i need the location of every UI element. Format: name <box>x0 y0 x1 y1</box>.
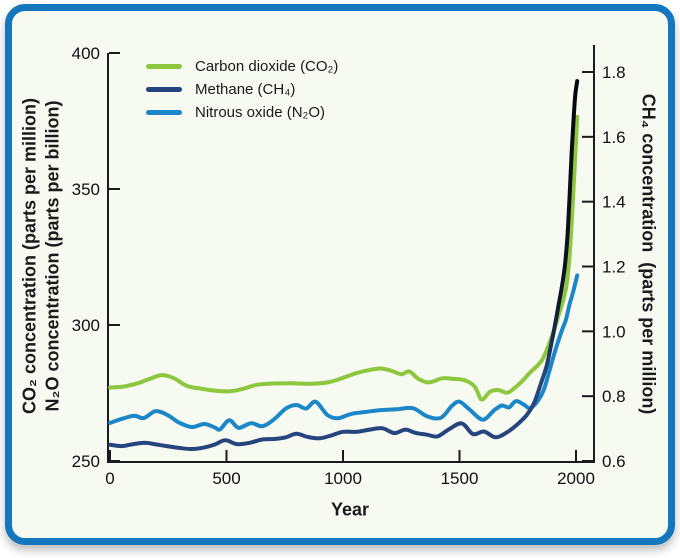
n2o-line <box>108 273 580 432</box>
left-axis-tick-label: 300 <box>72 316 100 335</box>
right-axis-tick-label: 0.6 <box>602 452 626 471</box>
co2-swatch-icon <box>146 63 182 69</box>
left-axis-tick-label: 250 <box>72 452 100 471</box>
chart-legend: Carbon dioxide (CO₂) Methane (CH₄) Nitro… <box>146 57 338 121</box>
ch4-line <box>108 79 580 452</box>
legend-item-co2: Carbon dioxide (CO₂) <box>146 57 338 75</box>
left-axis-tick-label: 350 <box>72 180 100 199</box>
x-axis-tick-label: 0 <box>105 469 114 488</box>
right-axis-tick-label: 1.6 <box>602 128 626 147</box>
legend-label-ch4: Methane (CH₄) <box>195 80 296 98</box>
n2o-swatch-icon <box>146 109 182 115</box>
x-axis-label: Year <box>330 499 370 520</box>
legend-label-n2o: Nitrous oxide (N₂O) <box>195 103 326 121</box>
right-axis-tick-label: 1.4 <box>602 193 626 212</box>
right-axis-tick-label: 1.8 <box>602 63 626 82</box>
right-axis-tick-label: 1.2 <box>602 258 626 277</box>
x-axis-tick-label: 1500 <box>441 469 479 488</box>
ch4-swatch-icon <box>146 86 182 92</box>
legend-label-co2: Carbon dioxide (CO₂) <box>195 57 339 75</box>
co2-line <box>108 114 580 402</box>
left-axis-label-co2: CO₂ concentration (parts per million) <box>19 97 40 415</box>
legend-item-ch4: Methane (CH₄) <box>146 80 338 98</box>
left-axis-tick-label: 400 <box>72 44 100 63</box>
left-axis-label-n2o: N₂O concentration (parts per billion) <box>42 100 63 412</box>
x-axis-tick-label: 1000 <box>324 469 362 488</box>
right-axis-tick-label: 1.0 <box>602 322 626 341</box>
right-axis-tick-label: 0.8 <box>602 387 626 406</box>
legend-item-n2o: Nitrous oxide (N₂O) <box>146 103 338 121</box>
right-axis-label-ch4: CH₄ concentration (parts per million) <box>638 93 659 415</box>
x-axis-tick-label: 500 <box>212 469 240 488</box>
x-axis-tick-label: 2000 <box>557 469 595 488</box>
